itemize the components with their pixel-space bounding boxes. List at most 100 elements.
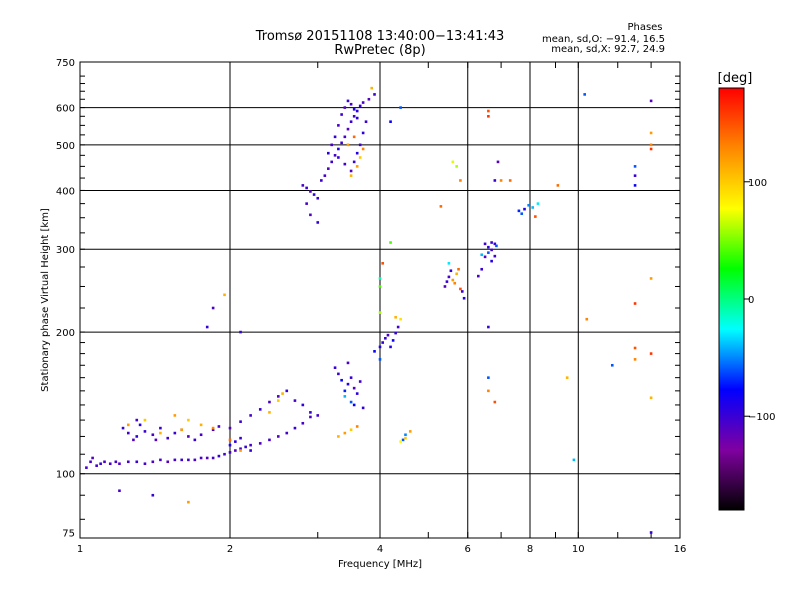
data-point <box>633 184 637 187</box>
data-point <box>499 179 503 182</box>
data-point <box>487 376 490 379</box>
data-point <box>91 456 94 460</box>
data-point <box>633 174 637 177</box>
data-point <box>633 346 637 350</box>
x-tick-label: 10 <box>572 544 585 555</box>
data-point <box>85 466 88 469</box>
data-point <box>258 442 262 445</box>
data-point <box>340 378 343 382</box>
data-point <box>358 380 362 383</box>
data-point <box>389 345 392 349</box>
data-point <box>649 396 653 400</box>
x-axis-ticks: 1 2 4 6 8 10 16 <box>77 62 687 555</box>
data-point <box>487 389 490 393</box>
data-point <box>316 414 320 417</box>
colorbar <box>718 87 745 511</box>
data-point <box>381 341 384 344</box>
data-point <box>305 186 308 190</box>
chart-subtitle: RwPretec (8p) <box>334 43 425 58</box>
data-point <box>389 120 392 123</box>
data-point <box>132 438 135 442</box>
data-point <box>249 449 252 452</box>
data-point <box>404 433 407 437</box>
data-point <box>408 430 412 433</box>
data-point <box>343 135 347 139</box>
data-point <box>228 443 232 447</box>
data-point <box>352 108 356 111</box>
data-point <box>309 415 312 419</box>
data-point <box>378 345 382 349</box>
data-point <box>293 399 297 402</box>
data-point <box>520 212 524 215</box>
y-tick-label: 600 <box>56 104 75 115</box>
data-point <box>490 241 493 244</box>
data-point <box>118 489 121 493</box>
data-point <box>99 462 102 466</box>
data-point <box>199 456 203 460</box>
data-point <box>301 421 305 425</box>
data-point <box>451 160 455 164</box>
data-point <box>460 290 464 293</box>
y-tick-label: 200 <box>56 328 75 339</box>
y-tick-label: 300 <box>56 245 75 256</box>
x-tick-label: 6 <box>465 544 471 555</box>
data-point <box>228 438 232 442</box>
data-point <box>159 426 162 430</box>
chart-title: Tromsø 20151108 13:40:00−13:41:43 <box>255 29 505 44</box>
data-point <box>309 213 312 217</box>
data-point <box>346 361 350 365</box>
data-point <box>239 330 242 334</box>
data-point <box>159 458 162 462</box>
data-point <box>349 174 353 177</box>
data-point <box>154 438 158 442</box>
data-point <box>508 179 512 182</box>
data-point <box>187 418 190 422</box>
data-point <box>276 435 280 438</box>
data-point <box>239 447 242 451</box>
data-point <box>337 372 340 376</box>
data-point <box>378 285 382 288</box>
data-point <box>285 431 289 435</box>
data-point <box>384 336 387 340</box>
data-point <box>234 440 237 443</box>
data-point <box>114 460 118 464</box>
data-point <box>340 113 343 116</box>
data-point <box>343 395 347 398</box>
data-point <box>633 302 637 305</box>
data-point <box>309 190 312 193</box>
data-point <box>320 179 323 182</box>
data-point <box>649 147 653 151</box>
data-point <box>126 431 130 435</box>
data-points <box>85 86 653 534</box>
data-point <box>343 106 347 109</box>
data-point <box>337 156 340 159</box>
data-point <box>483 242 487 246</box>
info-line-o: mean, sd,O: −91.4, 16.5 <box>542 34 665 45</box>
data-point <box>316 196 320 200</box>
x-axis-label: Frequency [MHz] <box>338 559 422 570</box>
data-point <box>493 179 497 182</box>
data-point <box>239 436 242 440</box>
data-point <box>447 262 451 265</box>
data-point <box>355 425 359 428</box>
data-point <box>361 101 365 104</box>
data-point <box>453 281 457 285</box>
data-point <box>268 411 271 414</box>
data-point <box>135 435 139 438</box>
x-tick-label: 16 <box>674 544 687 555</box>
data-point <box>394 315 397 319</box>
y-tick-label: 100 <box>56 470 75 481</box>
data-point <box>361 147 365 151</box>
data-point <box>211 428 215 432</box>
data-point <box>346 143 350 147</box>
data-point <box>523 207 526 211</box>
data-point <box>633 165 637 168</box>
colorbar-label: [deg] <box>718 71 753 86</box>
data-point <box>361 131 365 135</box>
data-point <box>268 400 271 404</box>
data-point <box>483 255 487 259</box>
data-point <box>340 141 343 145</box>
data-point <box>337 147 340 151</box>
data-point <box>583 93 586 96</box>
data-point <box>649 531 653 534</box>
